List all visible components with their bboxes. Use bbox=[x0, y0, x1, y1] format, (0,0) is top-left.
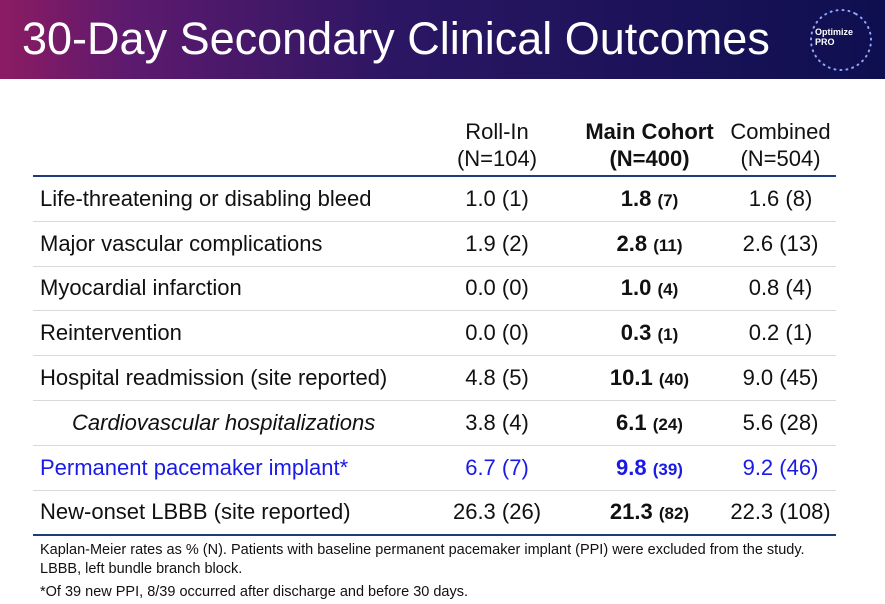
header-rollin: Roll-In (N=104) bbox=[420, 118, 574, 177]
main-value: 1.8 bbox=[620, 185, 652, 211]
header-combined-n: (N=504) bbox=[740, 146, 821, 171]
row-label: Cardiovascular hospitalizations bbox=[33, 400, 420, 446]
combined-cell: 2.6 (13) bbox=[725, 221, 836, 267]
main-count: (39) bbox=[652, 459, 683, 479]
rollin-cell: 4.8 (5) bbox=[420, 355, 574, 401]
table-row: Hospital readmission (site reported) 4.8… bbox=[33, 355, 836, 401]
main-cohort-cell: 2.8 (11) bbox=[574, 221, 725, 267]
main-count: (7) bbox=[657, 190, 679, 210]
combined-cell: 0.8 (4) bbox=[725, 266, 836, 312]
table-row: New-onset LBBB (site reported) 26.3 (26)… bbox=[33, 490, 836, 537]
main-cohort-cell: 10.1 (40) bbox=[574, 355, 725, 401]
main-cohort-cell: 1.8 (7) bbox=[574, 176, 725, 222]
combined-cell: 1.6 (8) bbox=[725, 176, 836, 222]
main-count: (24) bbox=[652, 414, 683, 434]
main-cohort-cell: 21.3 (82) bbox=[574, 490, 725, 537]
logo-text: Optimize PRO bbox=[815, 27, 853, 47]
footnote-ppi: *Of 39 new PPI, 8/39 occurred after disc… bbox=[40, 584, 469, 600]
outcomes-table: Roll-In (N=104) Main Cohort (N=400) Comb… bbox=[33, 118, 836, 537]
main-value: 2.8 bbox=[616, 230, 648, 256]
optimize-pro-logo: Optimize PRO bbox=[805, 4, 877, 76]
combined-cell: 5.6 (28) bbox=[725, 400, 836, 446]
combined-cell: 0.2 (1) bbox=[725, 310, 836, 357]
main-count: (40) bbox=[658, 370, 690, 390]
table-header-row: Roll-In (N=104) Main Cohort (N=400) Comb… bbox=[33, 118, 836, 177]
footnote-lbbb-definition: LBBB, left bundle branch block. bbox=[40, 561, 243, 577]
row-label: Life-threatening or disabling bleed bbox=[33, 176, 420, 222]
header-rollin-n: (N=104) bbox=[456, 146, 538, 171]
table-row-highlighted: Permanent pacemaker implant* 6.7 (7) 9.8… bbox=[33, 445, 836, 491]
main-count: (82) bbox=[658, 504, 690, 524]
rollin-cell: 26.3 (26) bbox=[420, 490, 574, 537]
main-count: (1) bbox=[657, 325, 679, 345]
header-combined-name: Combined bbox=[730, 119, 831, 144]
rollin-cell: 0.0 (0) bbox=[420, 310, 574, 357]
table-row: Reintervention 0.0 (0) 0.3 (1) 0.2 (1) bbox=[33, 310, 836, 357]
header-rollin-name: Roll-In bbox=[465, 119, 529, 144]
dotted-ring-icon bbox=[810, 9, 872, 71]
row-label: Major vascular complications bbox=[33, 221, 420, 267]
header-blank bbox=[33, 118, 420, 177]
header-combined: Combined (N=504) bbox=[725, 118, 836, 177]
table-row: Life-threatening or disabling bleed 1.0 … bbox=[33, 176, 836, 222]
main-count: (4) bbox=[657, 280, 679, 300]
row-label: New-onset LBBB (site reported) bbox=[33, 490, 420, 537]
main-value: 1.0 bbox=[620, 275, 652, 301]
combined-cell: 9.2 (46) bbox=[725, 445, 836, 491]
main-cohort-cell: 0.3 (1) bbox=[574, 310, 725, 357]
main-value: 6.1 bbox=[616, 409, 647, 435]
table-row: Myocardial infarction 0.0 (0) 1.0 (4) 0.… bbox=[33, 266, 836, 312]
logo-line-1: Optimize bbox=[815, 27, 854, 37]
combined-cell: 9.0 (45) bbox=[725, 355, 836, 401]
title-banner: 30-Day Secondary Clinical Outcomes Optim… bbox=[0, 0, 885, 79]
row-label: Myocardial infarction bbox=[33, 266, 420, 312]
rollin-cell: 1.9 (2) bbox=[420, 221, 574, 267]
main-value: 10.1 bbox=[609, 365, 653, 391]
table-row: Major vascular complications 1.9 (2) 2.8… bbox=[33, 221, 836, 267]
combined-cell: 22.3 (108) bbox=[725, 490, 836, 537]
rollin-cell: 1.0 (1) bbox=[420, 176, 574, 222]
footnote-km-rates: Kaplan-Meier rates as % (N). Patients wi… bbox=[40, 542, 805, 558]
header-main-name: Main Cohort bbox=[585, 119, 714, 144]
logo-line-2: PRO bbox=[815, 37, 835, 47]
header-main-n: (N=400) bbox=[609, 146, 690, 171]
main-count: (11) bbox=[653, 235, 683, 255]
rollin-cell: 0.0 (0) bbox=[420, 266, 574, 312]
main-cohort-cell: 6.1 (24) bbox=[574, 400, 725, 446]
table-row-subcategory: Cardiovascular hospitalizations 3.8 (4) … bbox=[33, 400, 836, 446]
page-title: 30-Day Secondary Clinical Outcomes bbox=[22, 13, 770, 64]
row-label: Hospital readmission (site reported) bbox=[33, 355, 420, 401]
header-main-cohort: Main Cohort (N=400) bbox=[574, 118, 725, 177]
rollin-cell: 6.7 (7) bbox=[420, 445, 574, 491]
main-value: 0.3 bbox=[620, 320, 652, 346]
main-value: 21.3 bbox=[609, 499, 653, 525]
row-label: Permanent pacemaker implant* bbox=[33, 445, 420, 491]
footnotes: Kaplan-Meier rates as % (N). Patients wi… bbox=[40, 541, 840, 602]
rollin-cell: 3.8 (4) bbox=[420, 400, 574, 446]
row-label: Reintervention bbox=[33, 310, 420, 357]
main-cohort-cell: 9.8 (39) bbox=[574, 445, 725, 491]
main-cohort-cell: 1.0 (4) bbox=[574, 266, 725, 312]
main-value: 9.8 bbox=[616, 454, 647, 480]
